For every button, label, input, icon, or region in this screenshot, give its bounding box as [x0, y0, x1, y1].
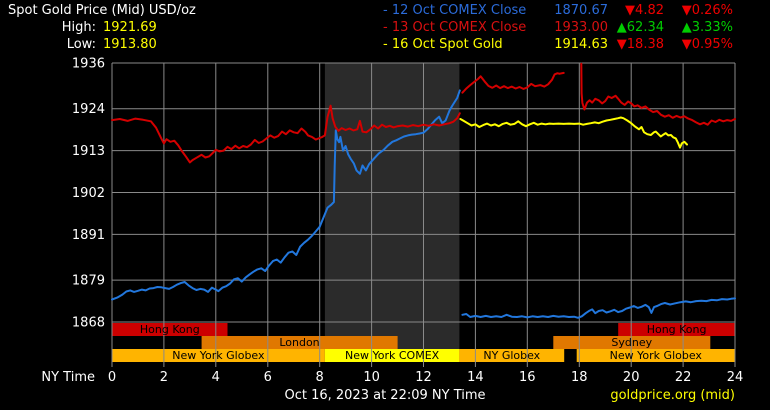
high-row: High: 1921.69	[0, 20, 300, 36]
low-label: Low:	[66, 37, 96, 52]
session-band-london	[201, 336, 398, 349]
price-line-13-oct-comex-close	[580, 62, 736, 126]
legend-row-2: - 16 Oct Spot Gold 1914.63 ▼18.38 ▼0.95%	[0, 37, 770, 53]
x-tick-label: 24	[727, 370, 744, 385]
x-tick-label: 8	[316, 370, 324, 385]
low-value: 1913.80	[103, 37, 157, 52]
x-tick-label: 16	[519, 370, 536, 385]
session-label: New York COMEX	[345, 349, 440, 362]
low-row: Low: 1913.80	[0, 37, 300, 53]
comex-session-highlight	[324, 63, 460, 362]
y-tick-label: 1868	[72, 316, 105, 331]
high-value: 1921.69	[103, 20, 157, 35]
session-band-new-york-globex	[112, 349, 325, 362]
high-label: High:	[61, 20, 96, 35]
legend-label: - 12 Oct COMEX Close	[383, 3, 527, 18]
price-line-13-oct-comex-close	[111, 104, 461, 164]
x-tick-label: 6	[264, 370, 272, 385]
x-tick-label: 22	[675, 370, 692, 385]
legend-change: ▼4.82	[625, 3, 664, 18]
y-tick-label: 1913	[72, 144, 105, 159]
legend-change: ▲62.34	[616, 20, 664, 35]
legend-row-0: - 12 Oct COMEX Close 1870.67 ▼4.82 ▼0.26…	[0, 3, 770, 19]
legend-value: 1933.00	[554, 20, 608, 35]
x-tick-label: 4	[212, 370, 220, 385]
x-tick-label: 18	[571, 370, 588, 385]
legend-value: 1914.63	[554, 37, 608, 52]
legend-row-1: - 13 Oct COMEX Close 1933.00 ▲62.34 ▲3.3…	[0, 20, 770, 36]
x-axis-title: NY Time	[41, 370, 95, 385]
session-band-ny-globex	[459, 349, 565, 362]
y-tick-label: 1879	[72, 274, 105, 289]
legend-change: ▼18.38	[616, 37, 664, 52]
x-tick-label: 10	[363, 370, 380, 385]
session-label: NY Globex	[483, 349, 540, 362]
price-line-16-oct-spot-gold	[459, 116, 688, 149]
session-band-sydney	[553, 336, 711, 349]
session-label: New York Globex	[610, 349, 703, 362]
legend-percent: ▼0.26%	[681, 3, 733, 18]
legend-percent: ▼0.95%	[681, 37, 733, 52]
session-band-new-york-comex	[324, 349, 460, 362]
legend-label: - 13 Oct COMEX Close	[383, 20, 527, 35]
y-tick-label: 1891	[72, 228, 105, 243]
legend-percent: ▲3.33%	[681, 20, 733, 35]
chart-timestamp: Oct 16, 2023 at 22:09 NY Time	[284, 388, 486, 403]
session-label: London	[279, 336, 319, 349]
session-label: New York Globex	[172, 349, 265, 362]
legend-label: - 16 Oct Spot Gold	[383, 37, 503, 52]
x-tick-label: 2	[160, 370, 168, 385]
session-band-new-york-globex	[576, 349, 735, 362]
price-line-12-oct-comex-close	[111, 89, 461, 301]
source-attribution: goldprice.org (mid)	[610, 388, 735, 403]
session-band-hong-kong	[618, 323, 735, 336]
price-line-13-oct-comex-close	[461, 71, 565, 94]
x-tick-label: 12	[415, 370, 432, 385]
x-tick-label: 14	[467, 370, 484, 385]
session-label: Hong Kong	[647, 323, 707, 336]
session-label: Sydney	[611, 336, 652, 349]
page-title: Spot Gold Price (Mid) USD/oz	[8, 3, 196, 18]
y-tick-label: 1902	[72, 186, 105, 201]
y-tick-label: 1924	[72, 102, 105, 117]
session-band-hong-kong	[112, 323, 228, 336]
x-tick-label: 0	[108, 370, 116, 385]
legend-value: 1870.67	[554, 3, 608, 18]
price-line-12-oct-comex-close	[461, 297, 736, 319]
x-tick-label: 20	[623, 370, 640, 385]
y-tick-label: 1936	[72, 57, 105, 72]
session-label: Hong Kong	[140, 323, 200, 336]
